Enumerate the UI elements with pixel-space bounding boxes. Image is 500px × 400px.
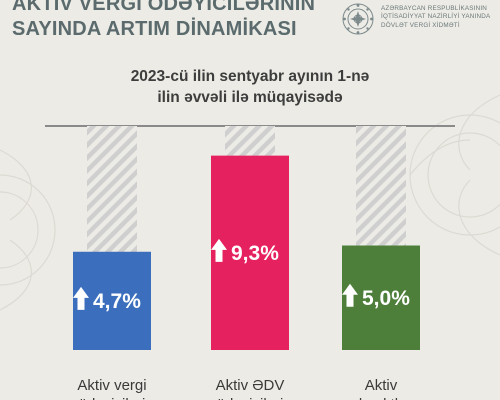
bar-value-label-2: 9,3% bbox=[231, 242, 279, 265]
bar-value-label-3: 5,0% bbox=[362, 287, 410, 310]
organization-name: AZƏRBAYCAN RESPUBLİKASININ İQTİSADİYYAT … bbox=[381, 5, 499, 30]
up-arrow-icon bbox=[211, 238, 227, 262]
page-title-line1: AKTİV VERGİ ÖDƏYİCİLƏRİNİN bbox=[12, 0, 316, 15]
category-label-3-line2: obyektlər bbox=[351, 396, 412, 400]
chart-subtitle: 2023-cü ilin sentyabr ayının 1-nə ilin ə… bbox=[0, 66, 500, 108]
state-tax-service-emblem-icon bbox=[342, 3, 374, 35]
page-title-line2: SAYINDA ARTIM DİNAMİKASI bbox=[12, 18, 297, 40]
bar-3 bbox=[342, 245, 420, 350]
bar-1 bbox=[73, 251, 151, 350]
bar-2 bbox=[211, 155, 289, 350]
organization-line1: AZƏRBAYCAN RESPUBLİKASININ bbox=[381, 5, 488, 12]
category-label-3-line1: Aktiv bbox=[365, 377, 398, 394]
category-label-2-line1: Aktiv ƏDV bbox=[216, 377, 285, 394]
category-label-1-line2: ödəyiciləri bbox=[79, 396, 146, 400]
chart-subtitle-line1: 2023-cü ilin sentyabr ayının 1-nə bbox=[130, 68, 370, 85]
bar-value-label-1: 4,7% bbox=[93, 290, 141, 313]
category-label-2-line2: ödəyiciləri bbox=[217, 396, 284, 400]
page-title: AKTİV VERGİ ÖDƏYİCİLƏRİNİN SAYINDA ARTIM… bbox=[12, 0, 315, 42]
organization-line2: İQTİSADİYYAT NAZİRLİYİ YANINDA bbox=[381, 13, 491, 21]
category-label-1-line1: Aktiv vergi bbox=[77, 377, 146, 394]
organization-line3: DÖVLƏT VERGİ XİDMƏTİ bbox=[381, 21, 460, 29]
up-arrow-icon bbox=[73, 286, 89, 310]
chart-subtitle-line2: ilin əvvəli ilə müqayisədə bbox=[157, 89, 343, 106]
up-arrow-icon bbox=[342, 283, 358, 307]
